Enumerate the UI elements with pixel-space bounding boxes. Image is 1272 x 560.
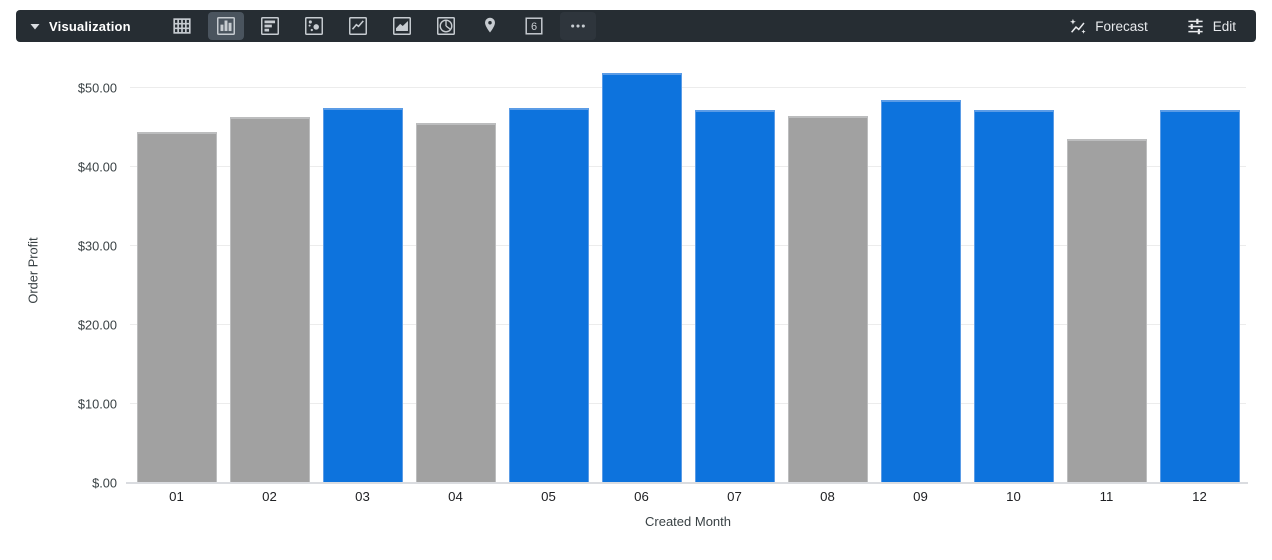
viz-type-more-button[interactable] xyxy=(559,12,596,40)
bar-10[interactable] xyxy=(973,110,1054,483)
table-icon xyxy=(171,15,193,37)
visualization-title: Visualization xyxy=(49,18,131,34)
y-tick-label-20: $20.00 xyxy=(77,317,117,333)
bar-11[interactable] xyxy=(1066,138,1147,483)
single-value-icon: 6 xyxy=(523,15,545,37)
bar-slot-02 xyxy=(223,48,316,483)
x-tick-label-03: 03 xyxy=(355,489,370,504)
bars-container xyxy=(130,48,1246,483)
bar-slot-04 xyxy=(409,48,502,483)
bar-01[interactable] xyxy=(136,131,217,483)
column-chart-icon xyxy=(215,15,237,37)
forecast-button[interactable]: Forecast xyxy=(1068,17,1148,36)
x-tick-label-04: 04 xyxy=(448,489,463,504)
pie-chart-icon xyxy=(435,15,457,37)
bar-slot-09 xyxy=(874,48,967,483)
viz-type-pie-button[interactable] xyxy=(428,12,464,40)
bar-chart: Order Profit $.00 $10.00 $20.00 $30.00 $40.0… xyxy=(0,42,1272,560)
edit-button[interactable]: Edit xyxy=(1186,17,1236,36)
svg-text:6: 6 xyxy=(531,21,537,33)
gridline-30 xyxy=(130,244,1246,246)
gridline-20 xyxy=(130,323,1246,325)
viz-type-bar-button[interactable] xyxy=(252,12,288,40)
bar-05[interactable] xyxy=(508,108,589,483)
line-chart-icon xyxy=(347,15,369,37)
bar-07[interactable] xyxy=(694,110,775,483)
x-tick-label-10: 10 xyxy=(1006,489,1021,504)
edit-settings-icon xyxy=(1186,17,1205,36)
x-tick-label-12: 12 xyxy=(1192,489,1207,504)
bar-slot-05 xyxy=(502,48,595,483)
bar-03[interactable] xyxy=(322,108,403,483)
viz-type-column-button[interactable] xyxy=(207,12,244,40)
x-axis-line xyxy=(126,482,1248,484)
bar-slot-06 xyxy=(595,48,688,483)
viz-type-map-button[interactable] xyxy=(472,12,508,40)
bar-slot-01 xyxy=(130,48,223,483)
caret-down-icon xyxy=(30,23,40,30)
viz-type-picker: 6 xyxy=(164,12,596,40)
y-tick-label-50: $50.00 xyxy=(77,80,117,96)
forecast-icon xyxy=(1068,17,1087,36)
x-tick-label-07: 07 xyxy=(727,489,742,504)
y-axis-title: Order Profit xyxy=(25,237,41,304)
viz-type-table-button[interactable] xyxy=(164,12,200,40)
x-tick-label-08: 08 xyxy=(820,489,835,504)
gridline-40 xyxy=(130,165,1246,167)
area-chart-icon xyxy=(391,15,413,37)
bar-slot-03 xyxy=(316,48,409,483)
viz-type-single-value-button[interactable]: 6 xyxy=(516,12,552,40)
viz-type-scatter-button[interactable] xyxy=(296,12,332,40)
bar-chart-icon xyxy=(259,15,281,37)
x-tick-label-05: 05 xyxy=(541,489,556,504)
y-tick-label-30: $30.00 xyxy=(77,238,117,254)
x-tick-label-01: 01 xyxy=(169,489,184,504)
viz-type-line-button[interactable] xyxy=(340,12,376,40)
bar-slot-10 xyxy=(967,48,1060,483)
x-tick-label-09: 09 xyxy=(913,489,928,504)
bar-04[interactable] xyxy=(415,123,496,483)
x-tick-label-02: 02 xyxy=(262,489,277,504)
x-axis-title: Created Month xyxy=(645,514,731,529)
y-tick-label-10: $10.00 xyxy=(77,396,117,412)
viz-type-area-button[interactable] xyxy=(384,12,420,40)
ellipsis-icon xyxy=(567,15,589,37)
visualization-toolbar: Visualization 6 Forecast xyxy=(16,10,1256,42)
bar-08[interactable] xyxy=(787,116,868,483)
gridline-50 xyxy=(130,86,1246,88)
map-pin-icon xyxy=(479,15,501,37)
bar-09[interactable] xyxy=(880,100,961,483)
visualization-collapse-button[interactable]: Visualization xyxy=(30,19,131,34)
gridline-10 xyxy=(130,402,1246,404)
bar-12[interactable] xyxy=(1159,110,1240,483)
x-tick-label-11: 11 xyxy=(1099,489,1114,504)
scatter-plot-icon xyxy=(303,15,325,37)
bar-slot-11 xyxy=(1060,48,1153,483)
toolbar-actions: Forecast Edit xyxy=(1068,17,1242,36)
x-axis-labels: 01 02 03 04 05 06 07 08 09 10 11 12 xyxy=(130,489,1246,504)
bar-slot-07 xyxy=(688,48,781,483)
bar-02[interactable] xyxy=(229,116,310,483)
y-tick-label-40: $40.00 xyxy=(77,159,117,175)
bar-slot-08 xyxy=(781,48,874,483)
forecast-label: Forecast xyxy=(1095,18,1148,34)
x-tick-label-06: 06 xyxy=(634,489,649,504)
plot-area: $.00 $10.00 $20.00 $30.00 $40.00 $50.00 xyxy=(78,48,1248,491)
bar-06[interactable] xyxy=(601,73,682,483)
edit-label: Edit xyxy=(1212,18,1236,34)
y-tick-label-0: $.00 xyxy=(92,475,117,491)
bar-slot-12 xyxy=(1153,48,1246,483)
